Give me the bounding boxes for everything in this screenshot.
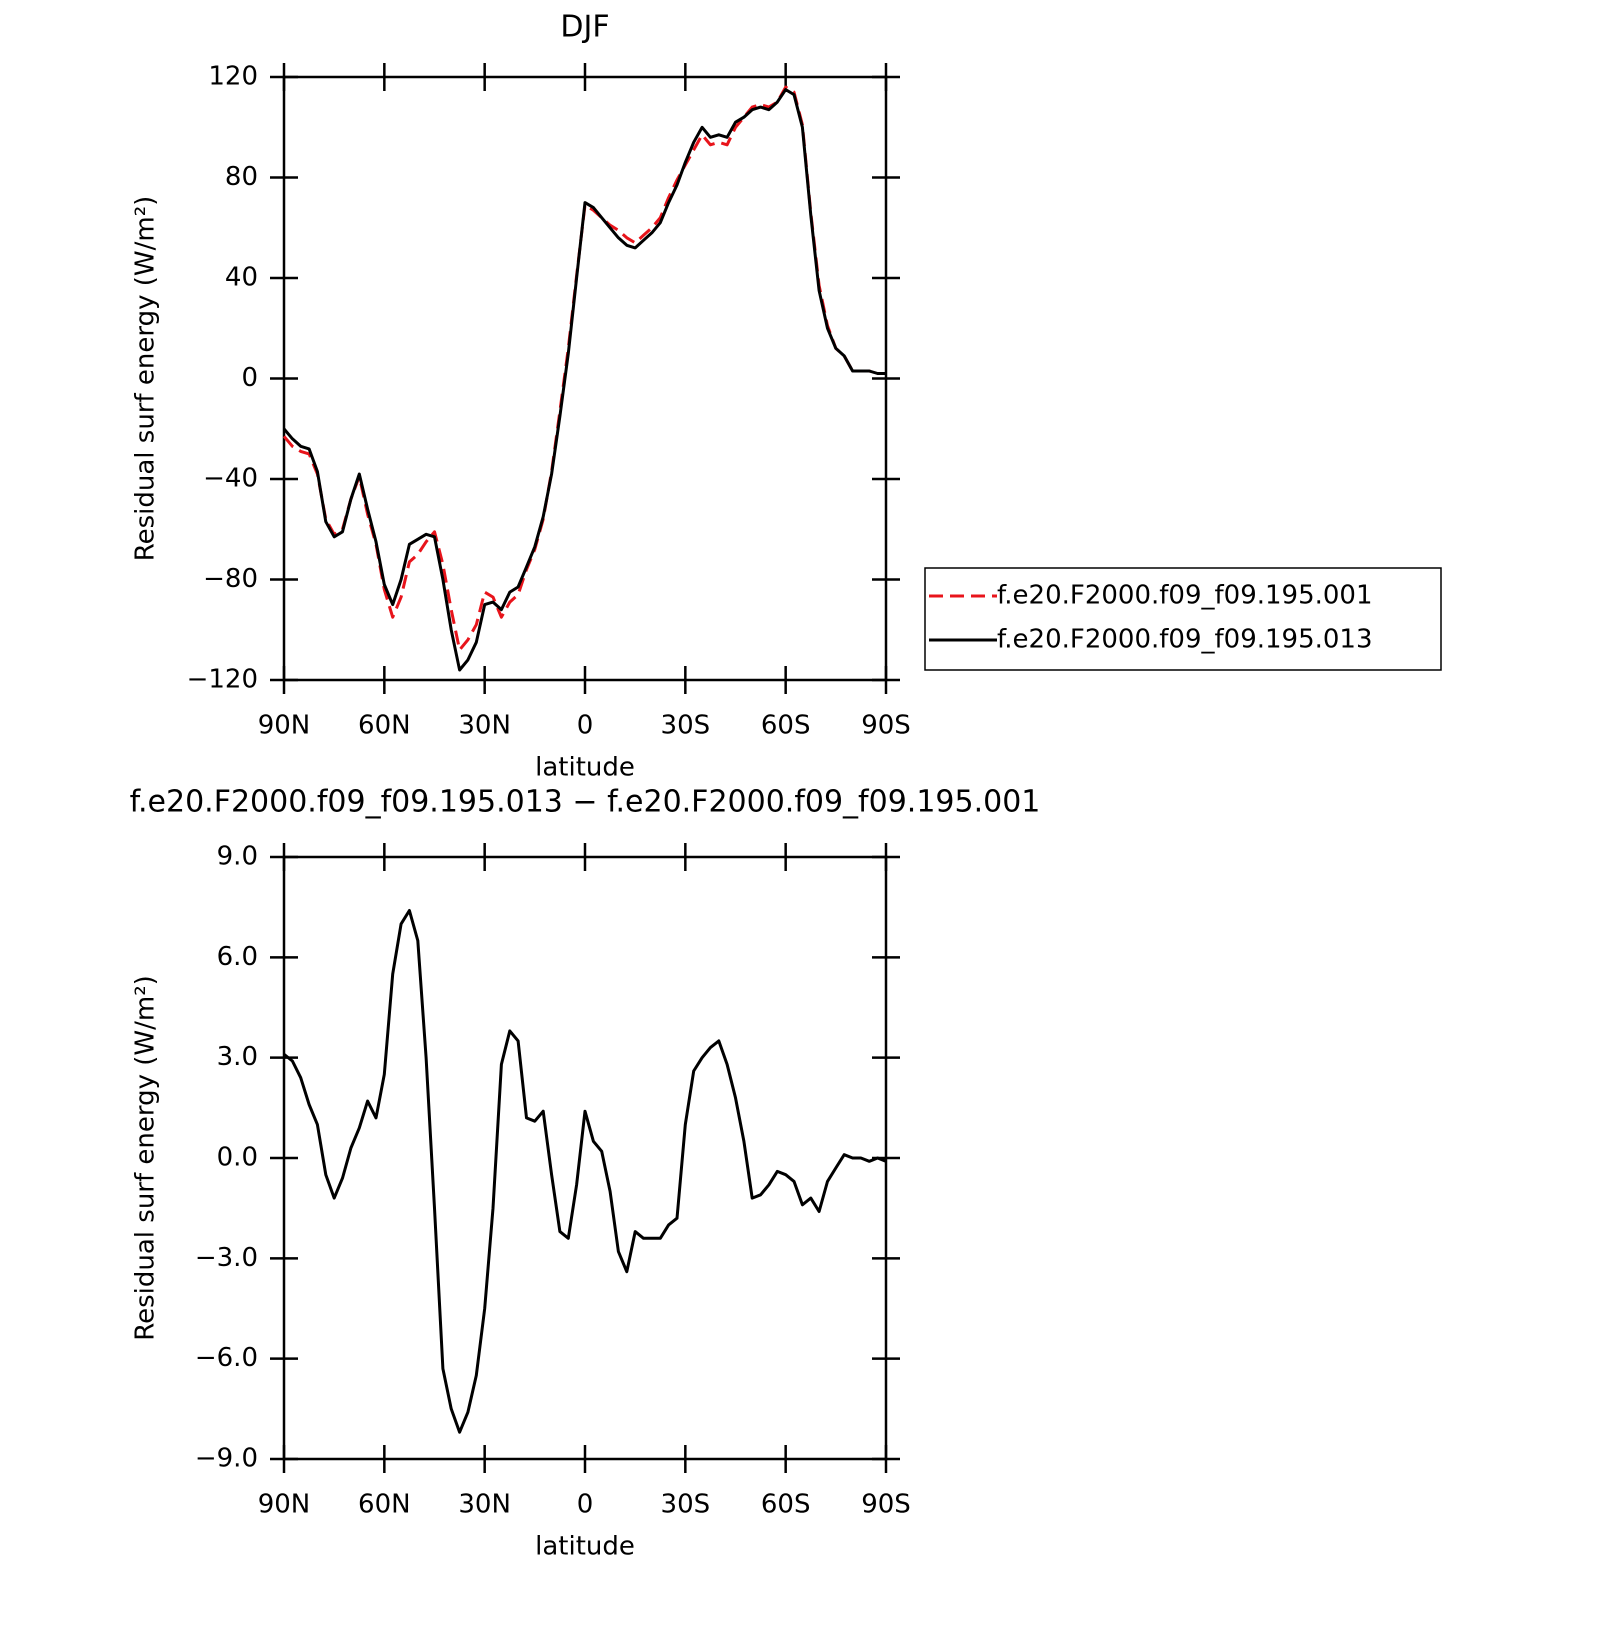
x-tick-label: 60N <box>358 1490 411 1520</box>
x-tick-label: 60S <box>761 711 811 741</box>
x-tick-label: 90N <box>258 1490 311 1520</box>
x-tick-label: 30S <box>661 1490 711 1520</box>
series-line <box>283 909 887 1434</box>
x-tick-label: 90S <box>861 711 911 741</box>
x-tick-label: 30N <box>458 1490 511 1520</box>
x-tick-label: 0 <box>577 711 594 741</box>
x-tick-label: 30N <box>458 711 511 741</box>
y-tick-label: 40 <box>225 263 258 293</box>
y-axis-label: Residual surf energy (W/m²) <box>131 196 161 562</box>
plot-frame <box>282 855 888 1461</box>
y-tick-label: −9.0 <box>195 1444 258 1474</box>
x-tick-label: 0 <box>577 1490 594 1520</box>
legend-box <box>924 567 1442 671</box>
chart-title: DJF <box>560 10 609 45</box>
y-tick-label: −6.0 <box>195 1343 258 1373</box>
y-tick-label: −3.0 <box>195 1243 258 1273</box>
x-tick-label: 90N <box>258 711 311 741</box>
x-tick-label: 60N <box>358 711 411 741</box>
y-tick-label: 9.0 <box>217 842 258 872</box>
x-axis-label: latitude <box>535 753 635 783</box>
y-tick-label: 6.0 <box>217 942 258 972</box>
series-line <box>282 85 886 652</box>
y-tick-label: −80 <box>203 564 258 594</box>
series-line <box>282 88 886 672</box>
y-tick-label: 80 <box>225 162 258 192</box>
legend-label: f.e20.F2000.f09_f09.195.001 <box>997 581 1373 611</box>
y-tick-label: 0.0 <box>217 1143 258 1173</box>
plot-frame <box>282 75 888 682</box>
chart-title: f.e20.F2000.f09_f09.195.013 − f.e20.F200… <box>130 785 1041 820</box>
legend-label: f.e20.F2000.f09_f09.195.013 <box>997 625 1373 655</box>
y-tick-label: −40 <box>203 464 258 494</box>
y-tick-label: 0 <box>241 363 258 393</box>
x-tick-label: 30S <box>661 711 711 741</box>
y-axis-label: Residual surf energy (W/m²) <box>131 975 161 1341</box>
y-tick-label: 120 <box>208 62 258 92</box>
x-axis-label: latitude <box>535 1532 635 1562</box>
x-tick-label: 90S <box>861 1490 911 1520</box>
y-tick-label: 3.0 <box>217 1042 258 1072</box>
y-tick-label: −120 <box>187 665 258 695</box>
x-tick-label: 60S <box>761 1490 811 1520</box>
